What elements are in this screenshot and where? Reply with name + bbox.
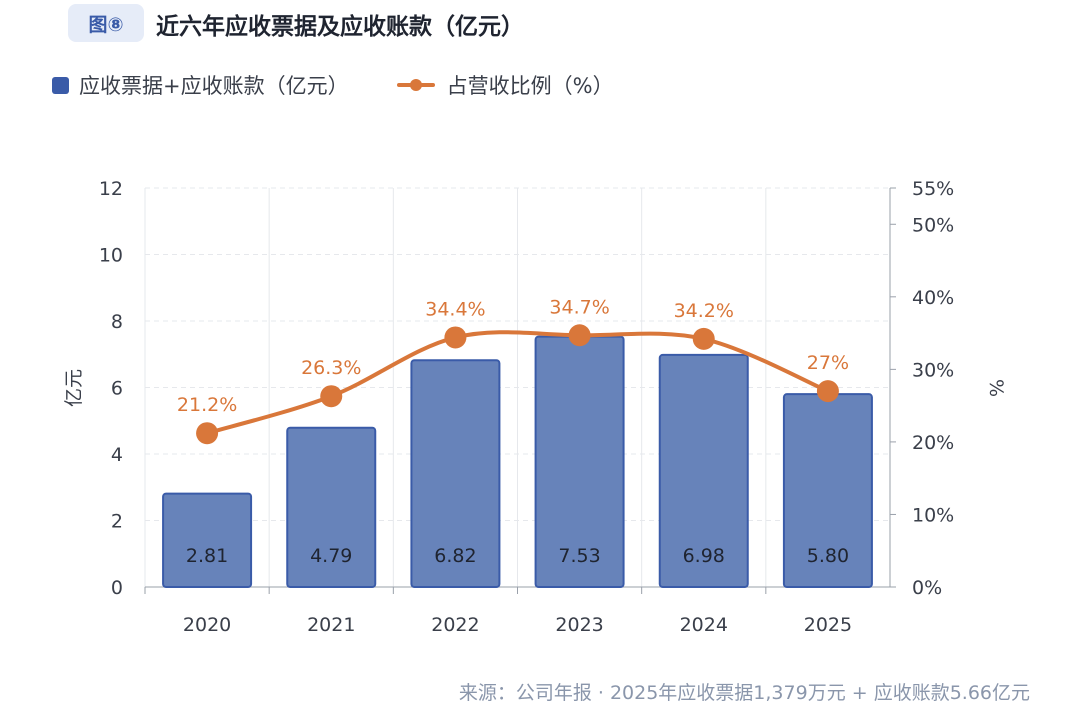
- bar-value-label: 5.80: [807, 545, 849, 567]
- ratio-value-label: 21.2%: [177, 394, 237, 416]
- source-note: 来源：公司年报 · 2025年应收票据1,379万元 + 应收账款5.66亿元: [458, 682, 1030, 704]
- ratio-point: [320, 385, 343, 408]
- x-tick-label: 2023: [555, 614, 603, 636]
- y2-tick-label: 40%: [912, 287, 954, 309]
- bar-value-label: 7.53: [558, 545, 600, 567]
- legend: 应收票据+应收账款（亿元） 占营收比例（%）: [52, 70, 614, 100]
- bar-value-label: 2.81: [186, 545, 228, 567]
- ratio-line: [206, 330, 829, 436]
- y2-tick-label: 55%: [912, 178, 954, 200]
- bar: [410, 359, 501, 588]
- y-tick-label: 6: [111, 378, 123, 400]
- bar: [162, 492, 253, 589]
- y2-tick-label: 50%: [912, 214, 954, 236]
- y2-axis-title: %: [985, 379, 1007, 397]
- bar-value-label: 6.82: [434, 545, 476, 567]
- y-tick-label: 12: [99, 178, 123, 200]
- y-tick-label: 8: [111, 311, 123, 333]
- chart-title: 近六年应收票据及应收账款（亿元）: [156, 14, 524, 40]
- x-tick-label: 2024: [680, 614, 728, 636]
- ratio-point: [196, 422, 219, 445]
- bar: [658, 353, 749, 589]
- y2-tick-label: 10%: [912, 504, 954, 526]
- bar-value-label: 6.98: [683, 545, 725, 567]
- bar: [286, 426, 377, 589]
- y-tick-label: 0: [111, 577, 123, 599]
- legend-line-label: 占营收比例（%）: [446, 74, 614, 98]
- y2-tick-label: 30%: [912, 359, 954, 381]
- y-tick-label: 2: [111, 511, 123, 533]
- x-tick-label: 2022: [431, 614, 479, 636]
- y2-tick-label: 0%: [912, 577, 942, 599]
- figure-badge: 图⑧: [68, 4, 144, 42]
- ratio-point: [568, 324, 591, 347]
- ratio-value-label: 27%: [807, 352, 849, 374]
- x-tick-label: 2020: [183, 614, 231, 636]
- y-axis-title: 亿元: [63, 369, 85, 407]
- ratio-point: [816, 380, 839, 403]
- y-tick-label: 10: [99, 245, 123, 267]
- ratio-value-label: 34.2%: [674, 300, 734, 322]
- ratio-value-label: 26.3%: [301, 357, 361, 379]
- ratio-point: [444, 326, 467, 349]
- x-tick-label: 2021: [307, 614, 355, 636]
- ratio-value-label: 34.4%: [425, 298, 485, 320]
- legend-bar-swatch: [52, 76, 69, 94]
- y-tick-label: 4: [111, 444, 123, 466]
- bar-value-label: 4.79: [310, 545, 352, 567]
- ratio-value-label: 34.7%: [549, 296, 609, 318]
- legend-bar-label: 应收票据+应收账款（亿元）: [79, 74, 349, 98]
- y2-tick-label: 20%: [912, 432, 954, 454]
- ratio-point: [692, 327, 715, 350]
- legend-line-swatch: [396, 79, 435, 91]
- x-tick-label: 2025: [804, 614, 852, 636]
